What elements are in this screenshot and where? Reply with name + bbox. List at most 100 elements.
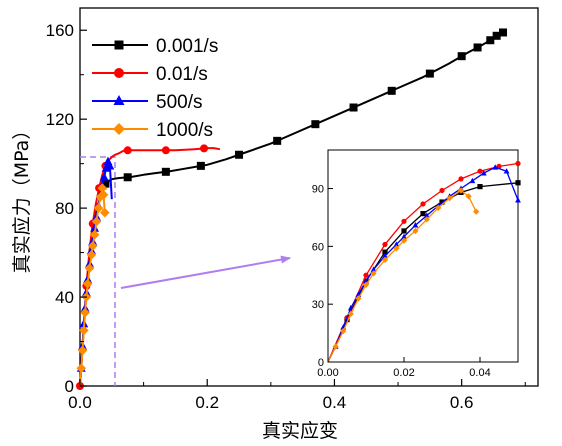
data-point-3	[80, 307, 90, 318]
inset-data-point-2	[480, 170, 487, 176]
inset-data-point-3	[465, 193, 472, 200]
inset-frame	[327, 149, 519, 363]
data-point-3	[98, 189, 109, 200]
inset-data-point-3	[332, 343, 339, 350]
x-tick-label: 0.2	[195, 393, 219, 412]
data-point-0	[235, 150, 244, 159]
inset-data-point-1	[382, 241, 388, 248]
legend-marker-circle	[114, 68, 124, 78]
y-axis-title: 真实应力（MPa）	[11, 121, 33, 274]
x-tick-label: 0.6	[450, 393, 474, 412]
inset-data-point-1	[458, 176, 464, 182]
inset-data-point-3	[446, 195, 453, 202]
y-tick-label: 40	[55, 288, 74, 307]
inset-data-point-2	[492, 164, 499, 170]
inset-data-point-0	[401, 228, 407, 234]
zoom-box	[80, 156, 116, 386]
inset-series-group	[327, 160, 521, 363]
inset-data-point-2	[393, 241, 400, 247]
x-axis-title: 真实应变	[262, 420, 338, 442]
inset-data-point-0	[515, 180, 521, 186]
data-point-0	[101, 179, 110, 188]
inset-x-tick-label: 0.02	[393, 367, 414, 379]
plot-frame	[79, 7, 539, 387]
data-point-0	[311, 120, 320, 129]
legend-entry-0001: 0.001/s	[92, 36, 218, 57]
data-point-0	[196, 161, 205, 170]
inset-data-point-3	[340, 328, 347, 335]
data-point-3	[77, 345, 88, 356]
inset-data-point-3	[400, 237, 408, 244]
y-tick-label: 80	[55, 199, 74, 218]
inset-data-point-1	[439, 187, 445, 194]
legend-marker-triangle	[113, 95, 125, 105]
data-point-2	[105, 161, 115, 170]
inset-data-point-1	[363, 272, 369, 278]
main-series-group	[76, 28, 508, 390]
inset-y-tick-label: 90	[312, 184, 324, 196]
data-point-0	[499, 28, 508, 37]
inset-data-point-0	[382, 249, 388, 255]
data-point-0	[273, 136, 282, 145]
inset-data-point-2	[382, 252, 388, 259]
legend-entry-001: 0.01/s	[92, 64, 208, 85]
x-tick-label: 0.4	[323, 393, 347, 412]
data-point-3	[87, 241, 98, 251]
data-point-0	[123, 173, 132, 182]
inset-y-tick-label: 0	[318, 357, 324, 369]
zoom-arrow	[120, 255, 291, 289]
data-point-3	[100, 207, 110, 218]
data-point-0	[473, 43, 482, 52]
x-tick-label: 0.0	[68, 393, 92, 412]
inset-axes: 0.00 0.02 0.04 0 30 60 90	[312, 184, 491, 379]
legend-entry-1000: 1000/s	[92, 120, 213, 141]
data-point-3	[93, 203, 104, 213]
inset-data-point-1	[515, 160, 521, 167]
inset-y-tick-label: 60	[312, 241, 324, 253]
data-point-0	[161, 167, 170, 176]
inset-x-tick-label: 0.04	[469, 367, 490, 379]
legend-label-500: 500/s	[156, 92, 202, 113]
inset-data-point-2	[412, 222, 419, 228]
zoom-indicator	[80, 156, 291, 386]
inset-data-point-3	[393, 245, 400, 252]
data-point-1	[161, 146, 170, 155]
legend-marker-square	[114, 40, 124, 50]
inset-y-tick-label: 30	[312, 299, 324, 311]
legend-label-0001: 0.001/s	[156, 36, 218, 57]
data-point-0	[425, 69, 434, 78]
inset-data-point-2	[401, 233, 407, 240]
inset-data-point-3	[370, 270, 377, 277]
data-point-3	[82, 278, 93, 289]
inset-data-point-2	[469, 177, 476, 184]
data-point-1	[200, 144, 209, 153]
inset-data-point-3	[355, 295, 362, 302]
data-point-2	[99, 172, 109, 181]
main-axes: 0.0 0.2 0.4 0.6 0 40 80 120 160	[46, 21, 526, 412]
legend-label-001: 0.01/s	[156, 64, 208, 85]
inset-data-point-2	[515, 196, 521, 203]
inset-data-point-1	[401, 218, 407, 224]
inset-data-point-3	[362, 281, 370, 289]
data-point-3	[84, 263, 95, 273]
data-point-3	[76, 363, 87, 374]
inset-data-point-3	[457, 187, 465, 194]
data-point-0	[457, 52, 466, 61]
data-point-2	[101, 163, 111, 172]
data-point-3	[97, 183, 108, 193]
inset-data-point-1	[420, 201, 426, 207]
y-tick-label: 120	[46, 110, 74, 129]
legend-marker-diamond	[113, 123, 125, 135]
data-point-0	[492, 31, 501, 40]
inset-data-point-0	[420, 211, 426, 217]
y-tick-label: 0	[65, 377, 74, 396]
inset-data-point-3	[347, 310, 354, 317]
inset-data-point-3	[423, 216, 430, 223]
data-point-3	[91, 216, 102, 227]
data-point-3	[89, 230, 100, 240]
data-point-0	[349, 103, 358, 112]
data-point-0	[486, 36, 495, 45]
data-point-3	[79, 325, 89, 336]
inset-series-line-0	[327, 182, 519, 363]
